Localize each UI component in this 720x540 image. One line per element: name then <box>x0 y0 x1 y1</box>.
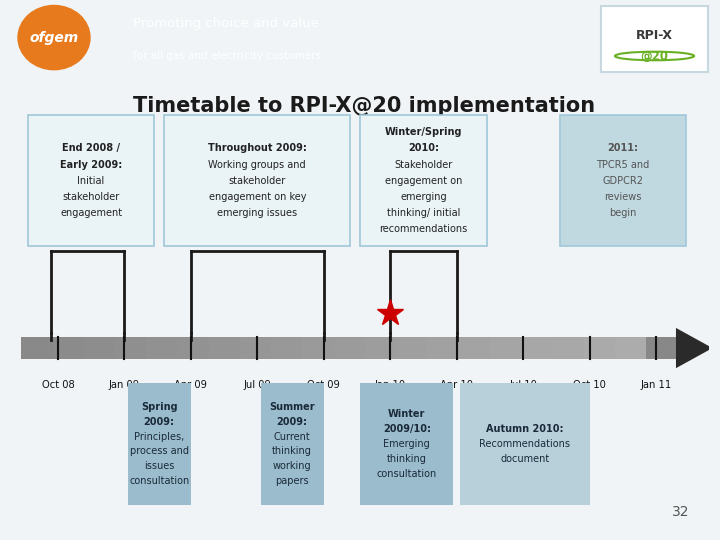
Text: Early 2009:: Early 2009: <box>60 159 122 170</box>
Text: for all gas and electricity customers: for all gas and electricity customers <box>133 51 321 62</box>
Bar <box>115 338 146 359</box>
Bar <box>490 338 521 359</box>
Bar <box>146 338 178 359</box>
Text: Oct 10: Oct 10 <box>573 380 606 390</box>
Bar <box>459 338 490 359</box>
Bar <box>22 338 53 359</box>
Bar <box>209 338 240 359</box>
Text: Apr 10: Apr 10 <box>440 380 473 390</box>
Bar <box>84 338 115 359</box>
Polygon shape <box>676 328 713 368</box>
Bar <box>178 338 209 359</box>
Text: issues: issues <box>144 461 174 471</box>
Text: emerging issues: emerging issues <box>217 208 297 218</box>
Bar <box>552 338 584 359</box>
Text: TPCR5 and: TPCR5 and <box>596 159 649 170</box>
Text: papers: papers <box>275 476 309 486</box>
Text: recommendations: recommendations <box>379 224 467 234</box>
Text: RPI-X: RPI-X <box>636 29 673 42</box>
Bar <box>365 338 396 359</box>
Text: ofgem: ofgem <box>30 31 78 45</box>
Text: Emerging: Emerging <box>384 439 430 449</box>
Bar <box>360 383 454 505</box>
Text: stakeholder: stakeholder <box>63 192 120 202</box>
Text: GDPCR2: GDPCR2 <box>603 176 643 186</box>
Text: Winter: Winter <box>388 409 426 420</box>
Text: begin: begin <box>609 208 636 218</box>
Text: engagement: engagement <box>60 208 122 218</box>
Text: Initial: Initial <box>78 176 104 186</box>
Text: emerging: emerging <box>400 192 446 202</box>
Text: stakeholder: stakeholder <box>229 176 286 186</box>
Text: Jan 11: Jan 11 <box>640 380 672 390</box>
Bar <box>360 115 487 246</box>
Text: process and: process and <box>130 447 189 456</box>
Text: 2011:: 2011: <box>607 144 639 153</box>
Bar <box>584 338 615 359</box>
Text: thinking: thinking <box>272 447 312 456</box>
Text: Jul 09: Jul 09 <box>243 380 271 390</box>
Text: 2009/10:: 2009/10: <box>383 424 431 434</box>
Bar <box>396 338 428 359</box>
Ellipse shape <box>18 5 90 70</box>
Bar <box>559 115 686 246</box>
Text: Throughout 2009:: Throughout 2009: <box>208 144 307 153</box>
Text: Jul 10: Jul 10 <box>509 380 537 390</box>
Text: Oct 08: Oct 08 <box>42 380 74 390</box>
Bar <box>127 383 191 505</box>
Bar <box>28 115 154 246</box>
Text: consultation: consultation <box>129 476 189 486</box>
Bar <box>521 338 552 359</box>
Text: reviews: reviews <box>604 192 642 202</box>
Bar <box>240 338 271 359</box>
Bar <box>271 338 302 359</box>
Text: engagement on: engagement on <box>384 176 462 186</box>
Text: consultation: consultation <box>377 469 437 478</box>
Text: 2010:: 2010: <box>408 144 439 153</box>
Text: document: document <box>500 454 549 464</box>
Text: End 2008 /: End 2008 / <box>62 144 120 153</box>
Text: 2009:: 2009: <box>276 417 307 427</box>
Text: @20: @20 <box>641 50 668 63</box>
Text: thinking/ initial: thinking/ initial <box>387 208 460 218</box>
Text: Spring: Spring <box>141 402 178 412</box>
Text: Winter/Spring: Winter/Spring <box>384 127 462 137</box>
Text: Current: Current <box>274 431 310 442</box>
FancyBboxPatch shape <box>601 6 708 72</box>
Text: Recommendations: Recommendations <box>480 439 570 449</box>
Text: Oct 09: Oct 09 <box>307 380 340 390</box>
Text: engagement on key: engagement on key <box>209 192 306 202</box>
Text: 32: 32 <box>672 505 689 519</box>
Text: Promoting choice and value: Promoting choice and value <box>133 17 319 30</box>
Text: Timetable to RPI-X@20 implementation: Timetable to RPI-X@20 implementation <box>132 97 595 117</box>
Text: Autumn 2010:: Autumn 2010: <box>486 424 564 434</box>
Text: Working groups and: Working groups and <box>209 159 306 170</box>
Text: Jan 09: Jan 09 <box>109 380 140 390</box>
Text: Stakeholder: Stakeholder <box>395 159 453 170</box>
Bar <box>22 338 676 359</box>
Text: 2009:: 2009: <box>144 417 175 427</box>
Bar <box>53 338 84 359</box>
Bar <box>333 338 365 359</box>
Bar <box>302 338 333 359</box>
Bar <box>428 338 459 359</box>
Bar <box>615 338 646 359</box>
Text: Jan 10: Jan 10 <box>374 380 406 390</box>
Text: thinking: thinking <box>387 454 427 464</box>
Text: working: working <box>273 461 312 471</box>
Bar <box>164 115 351 246</box>
Text: Apr 09: Apr 09 <box>174 380 207 390</box>
Bar <box>261 383 324 505</box>
Bar <box>460 383 590 505</box>
Text: Summer: Summer <box>269 402 315 412</box>
Text: Principles,: Principles, <box>134 431 184 442</box>
